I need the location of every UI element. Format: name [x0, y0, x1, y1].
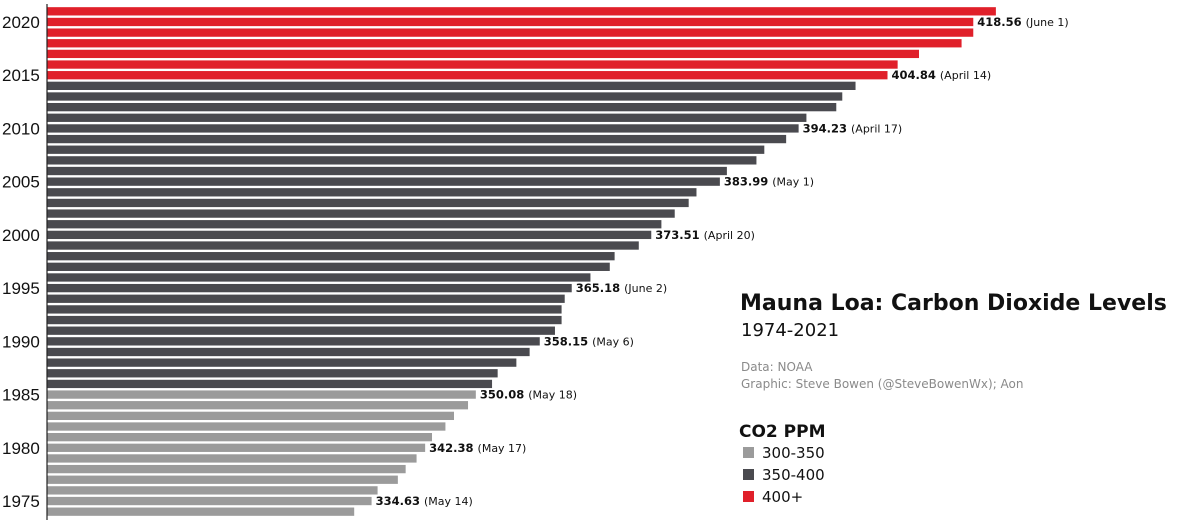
bar-1979	[47, 454, 417, 463]
bar-2021	[47, 7, 996, 16]
bar-2015	[47, 71, 888, 80]
bar-1982	[47, 422, 446, 431]
value-label-1990: 358.15 (May 6)	[544, 334, 634, 348]
bars-group	[47, 7, 996, 516]
bar-2018	[47, 39, 962, 48]
legend: CO2 PPM 300-350 350-400 400+	[739, 422, 826, 506]
bar-2010	[47, 124, 799, 133]
bar-1995	[47, 283, 572, 293]
credit-data-source: Data: NOAA	[741, 360, 813, 374]
y-tick-label-1990: 1990	[2, 332, 40, 351]
bar-2000	[47, 230, 652, 240]
y-tick-label-2010: 2010	[2, 119, 40, 138]
bar-2008	[47, 145, 765, 154]
value-label-2000: 373.51 (April 20)	[655, 228, 755, 242]
y-tick-label-2005: 2005	[2, 173, 40, 192]
title-block: Mauna Loa: Carbon Dioxide Levels 1974-20…	[740, 291, 1167, 391]
bar-2020	[47, 17, 974, 27]
bar-1999	[47, 241, 639, 250]
bar-2005	[47, 177, 720, 186]
bar-1977	[47, 475, 398, 484]
y-axis-tick-labels: 2020 2015 2010 2005 2000 1995 1990 1985 1980 1975	[2, 13, 40, 511]
bar-1978	[47, 464, 406, 474]
legend-label-300-350: 300-350	[762, 444, 825, 462]
value-label-1975: 334.63 (May 14)	[376, 494, 473, 508]
bar-1992	[47, 315, 562, 325]
bar-1993	[47, 305, 562, 314]
bar-1985	[47, 390, 476, 399]
bar-1984	[47, 401, 469, 410]
bar-2004	[47, 188, 697, 197]
legend-title: CO2 PPM	[739, 422, 826, 442]
value-label-1995: 365.18 (June 2)	[576, 281, 667, 295]
bar-1997	[47, 262, 610, 271]
y-tick-label-1985: 1985	[2, 386, 40, 405]
bar-2007	[47, 156, 757, 165]
bar-2009	[47, 134, 787, 144]
bar-1987	[47, 369, 498, 378]
bar-2016	[47, 60, 898, 69]
bar-2012	[47, 102, 837, 112]
bar-2011	[47, 113, 807, 122]
bar-2002	[47, 209, 675, 218]
bar-1974	[47, 507, 355, 516]
y-tick-label-1995: 1995	[2, 279, 40, 298]
bar-1998	[47, 252, 615, 261]
bar-2017	[47, 49, 920, 59]
bar-2014	[47, 81, 856, 90]
bar-2003	[47, 198, 689, 208]
bar-1986	[47, 379, 493, 389]
y-tick-label-2020: 2020	[2, 13, 40, 32]
value-label-2015: 404.84 (April 14)	[892, 68, 992, 82]
legend-swatch-300-350	[743, 447, 754, 458]
y-tick-label-1975: 1975	[2, 492, 40, 511]
bar-1983	[47, 411, 454, 421]
value-labels-group: 334.63 (May 14) 342.38 (May 17) 350.08 (May 1…	[376, 15, 1069, 508]
bar-1976	[47, 486, 378, 495]
value-label-1985: 350.08 (May 18)	[480, 388, 577, 402]
value-label-2010: 394.23 (April 17)	[803, 121, 903, 135]
y-tick-label-2015: 2015	[2, 66, 40, 85]
bar-1990	[47, 337, 540, 346]
value-label-2020: 418.56 (June 1)	[977, 15, 1068, 29]
value-label-2005: 383.99 (May 1)	[724, 175, 814, 189]
bar-2001	[47, 220, 662, 229]
credit-graphic-author: Graphic: Steve Bowen (@SteveBowenWx); Ao…	[741, 377, 1024, 391]
bar-1996	[47, 273, 591, 282]
bar-1980	[47, 443, 426, 452]
bar-1991	[47, 326, 555, 335]
bar-2019	[47, 28, 974, 37]
chart-title: Mauna Loa: Carbon Dioxide Levels	[740, 291, 1167, 316]
legend-swatch-350-400	[743, 469, 754, 480]
legend-label-400-plus: 400+	[762, 488, 803, 506]
y-tick-label-2000: 2000	[2, 226, 40, 245]
y-tick-label-1980: 1980	[2, 439, 40, 458]
bar-2013	[47, 92, 843, 101]
value-label-1980: 342.38 (May 17)	[429, 441, 526, 455]
bar-1994	[47, 294, 565, 303]
bar-2006	[47, 166, 727, 176]
bar-1988	[47, 358, 517, 367]
bar-1981	[47, 433, 433, 442]
bar-1975	[47, 496, 372, 506]
chart-subtitle: 1974-2021	[741, 320, 839, 341]
legend-swatch-400-plus	[743, 491, 754, 502]
bar-1989	[47, 347, 530, 357]
legend-label-350-400: 350-400	[762, 466, 825, 484]
